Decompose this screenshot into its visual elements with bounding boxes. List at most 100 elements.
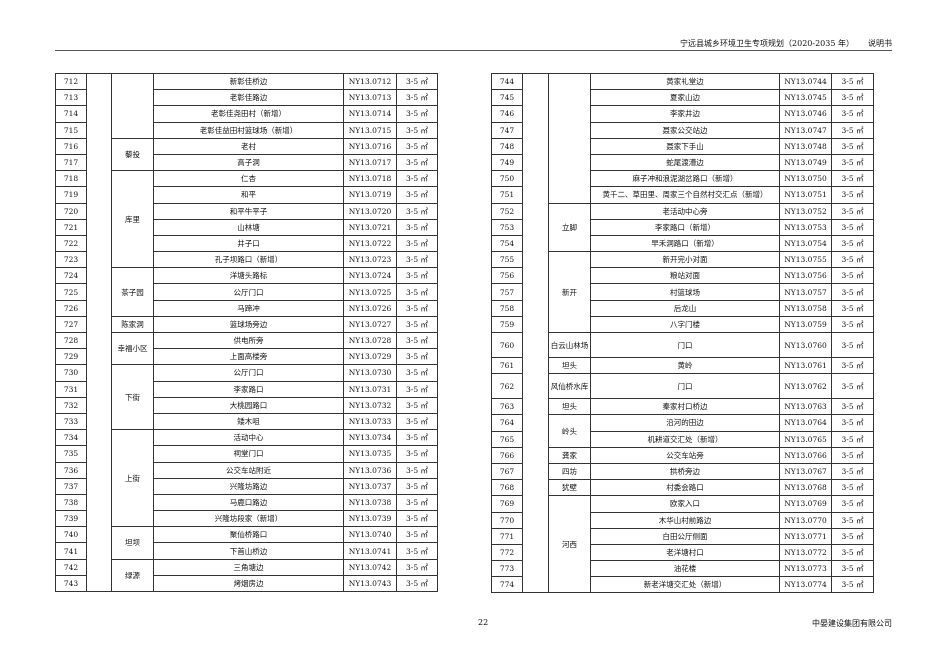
code-cell: NY13.0716 bbox=[343, 137, 397, 155]
size-cell: 3-5 ㎡ bbox=[396, 137, 438, 155]
row-number-cell: 770 bbox=[491, 511, 523, 529]
row-number-cell: 750 bbox=[491, 170, 523, 188]
code-cell: NY13.0731 bbox=[343, 380, 397, 398]
table-row: 716 藜投 老村 NY13.0716 3-5 ㎡ bbox=[55, 137, 438, 172]
size-cell: 3-5 ㎡ bbox=[831, 186, 874, 204]
location-cell: 篮球场旁边 bbox=[153, 315, 344, 334]
code-cell: NY13.0718 bbox=[343, 170, 397, 188]
village-cell bbox=[111, 73, 154, 139]
table-row: 742 绿源 三角塘边 NY13.0742 3-5 ㎡ bbox=[55, 558, 438, 593]
row-number-cell: 735 bbox=[55, 445, 87, 463]
village-cell: 犹壁 bbox=[548, 479, 591, 497]
row-number-cell: 722 bbox=[55, 234, 87, 253]
code-cell: NY13.0720 bbox=[343, 202, 397, 220]
size-cell: 3-5 ㎡ bbox=[396, 510, 438, 528]
table-row: 718 库里 仁杏 NY13.0718 3-5 ㎡ bbox=[55, 170, 438, 269]
table-row: 735 祠堂门口 NY13.0735 3-5 ㎡ bbox=[55, 445, 438, 463]
code-cell: NY13.0733 bbox=[343, 412, 397, 431]
table-row: 766 龚家 公交车站旁 NY13.0766 3-5 ㎡ bbox=[491, 446, 874, 464]
location-cell: 公交车站旁 bbox=[590, 446, 780, 464]
size-cell: 3-5 ㎡ bbox=[831, 576, 874, 594]
code-cell: NY13.0743 bbox=[343, 574, 397, 593]
location-cell: 新老洋塘交汇处（新增） bbox=[590, 576, 780, 594]
size-cell: 3-5 ㎡ bbox=[396, 218, 438, 236]
size-cell: 3-5 ㎡ bbox=[396, 121, 438, 139]
size-cell: 3-5 ㎡ bbox=[396, 412, 438, 431]
location-cell: 高子洞 bbox=[153, 153, 344, 172]
code-cell: NY13.0730 bbox=[343, 364, 397, 382]
size-cell: 3-5 ㎡ bbox=[831, 315, 874, 334]
table-row: 738 马鹿口路边 NY13.0738 3-5 ㎡ bbox=[55, 493, 438, 512]
page-number: 22 bbox=[478, 618, 489, 627]
row-number-cell: 751 bbox=[491, 186, 523, 204]
location-cell: 老洋塘村口 bbox=[590, 543, 780, 562]
code-cell: NY13.0737 bbox=[343, 477, 397, 495]
header-doc-type: 说明书 bbox=[868, 39, 892, 48]
row-number-cell: 760 bbox=[491, 332, 523, 358]
size-cell: 3-5 ㎡ bbox=[396, 526, 438, 544]
row-number-cell: 765 bbox=[491, 430, 523, 448]
table-row: 725 公厅门口 NY13.0725 3-5 ㎡ bbox=[55, 283, 438, 301]
row-number-cell: 734 bbox=[55, 429, 87, 447]
village-cell bbox=[548, 73, 591, 204]
location-cell: 公交车站附近 bbox=[153, 461, 344, 479]
size-cell: 3-5 ㎡ bbox=[831, 332, 874, 358]
code-cell: NY13.0755 bbox=[779, 251, 832, 269]
code-cell: NY13.0749 bbox=[779, 153, 832, 172]
row-number-cell: 730 bbox=[55, 364, 87, 382]
location-cell: 早禾洞路口（新增） bbox=[590, 234, 780, 253]
row-number-cell: 754 bbox=[491, 234, 523, 253]
code-cell: NY13.0752 bbox=[779, 202, 832, 220]
village-cell: 新开 bbox=[548, 251, 591, 333]
page-header: 宁远县城乡环境卫生专项规划（2020-2035 年） 说明书 bbox=[666, 38, 892, 49]
header-title: 宁远县城乡环境卫生专项规划（2020-2035 年） bbox=[680, 39, 854, 48]
village-cell: 河西 bbox=[548, 495, 591, 594]
size-cell: 3-5 ㎡ bbox=[396, 105, 438, 123]
table-row: 763 坦头 秦家村口桥边 NY13.0763 3-5 ㎡ bbox=[491, 398, 874, 416]
location-cell: 李家路口（新增） bbox=[590, 218, 780, 236]
row-number-cell: 716 bbox=[55, 137, 87, 155]
location-cell: 村篮球场 bbox=[590, 283, 780, 301]
location-cell: 秦家村口桥边 bbox=[590, 398, 780, 416]
size-cell: 3-5 ㎡ bbox=[831, 218, 874, 236]
row-number-cell: 724 bbox=[55, 267, 87, 285]
code-cell: NY13.0719 bbox=[343, 186, 397, 204]
size-cell: 3-5 ㎡ bbox=[831, 373, 874, 400]
table-row: 767 四坊 拱桥旁边 NY13.0767 3-5 ㎡ bbox=[491, 462, 874, 481]
size-cell: 3-5 ㎡ bbox=[831, 398, 874, 416]
location-cell: 老彰佳益田村篮球场（新增） bbox=[153, 121, 344, 139]
table-row: 728 幸福小区 供电所旁 NY13.0728 3-5 ㎡ bbox=[55, 331, 438, 366]
table-row: 712 新彰佳桥边 NY13.0712 3-5 ㎡ bbox=[55, 72, 438, 592]
village-cell: 岭头 bbox=[548, 414, 591, 448]
location-cell: 大桃园路口 bbox=[153, 396, 344, 414]
size-cell: 3-5 ㎡ bbox=[831, 121, 874, 139]
size-cell: 3-5 ㎡ bbox=[396, 364, 438, 382]
village-cell: 茶子园 bbox=[111, 267, 154, 317]
code-cell: NY13.0727 bbox=[343, 315, 397, 334]
code-cell: NY13.0751 bbox=[779, 186, 832, 204]
village-cell: 库里 bbox=[111, 170, 154, 269]
row-number-cell: 752 bbox=[491, 202, 523, 220]
size-cell: 3-5 ㎡ bbox=[396, 396, 438, 414]
table-row: 715 老彰佳益田村篮球场（新增） NY13.0715 3-5 ㎡ bbox=[55, 121, 438, 139]
code-cell: NY13.0725 bbox=[343, 283, 397, 301]
row-number-cell: 764 bbox=[491, 414, 523, 432]
code-cell: NY13.0722 bbox=[343, 234, 397, 253]
size-cell: 3-5 ㎡ bbox=[831, 430, 874, 448]
size-cell: 3-5 ㎡ bbox=[396, 283, 438, 301]
row-number-cell: 769 bbox=[491, 495, 523, 513]
table-row: 734 上街 活动中心 NY13.0734 3-5 ㎡ bbox=[55, 429, 438, 528]
code-cell: NY13.0728 bbox=[343, 331, 397, 350]
code-cell: NY13.0765 bbox=[779, 430, 832, 448]
size-cell: 3-5 ㎡ bbox=[831, 283, 874, 301]
row-number-cell: 727 bbox=[55, 315, 87, 334]
size-cell: 3-5 ㎡ bbox=[831, 72, 874, 91]
location-cell: 兴隆坊段家（新增） bbox=[153, 510, 344, 528]
location-cell: 聚仙桥路口 bbox=[153, 526, 344, 544]
row-number-cell: 732 bbox=[55, 396, 87, 414]
table-row: 746 李家井边 NY13.0746 3-5 ㎡ bbox=[491, 105, 874, 123]
code-cell: NY13.0758 bbox=[779, 299, 832, 317]
table-row: 759 八字门楼 NY13.0759 3-5 ㎡ bbox=[491, 315, 874, 334]
location-cell: 和平牛平子 bbox=[153, 202, 344, 220]
table-row: 762 风仙桥水库 门口 NY13.0762 3-5 ㎡ bbox=[491, 373, 874, 400]
